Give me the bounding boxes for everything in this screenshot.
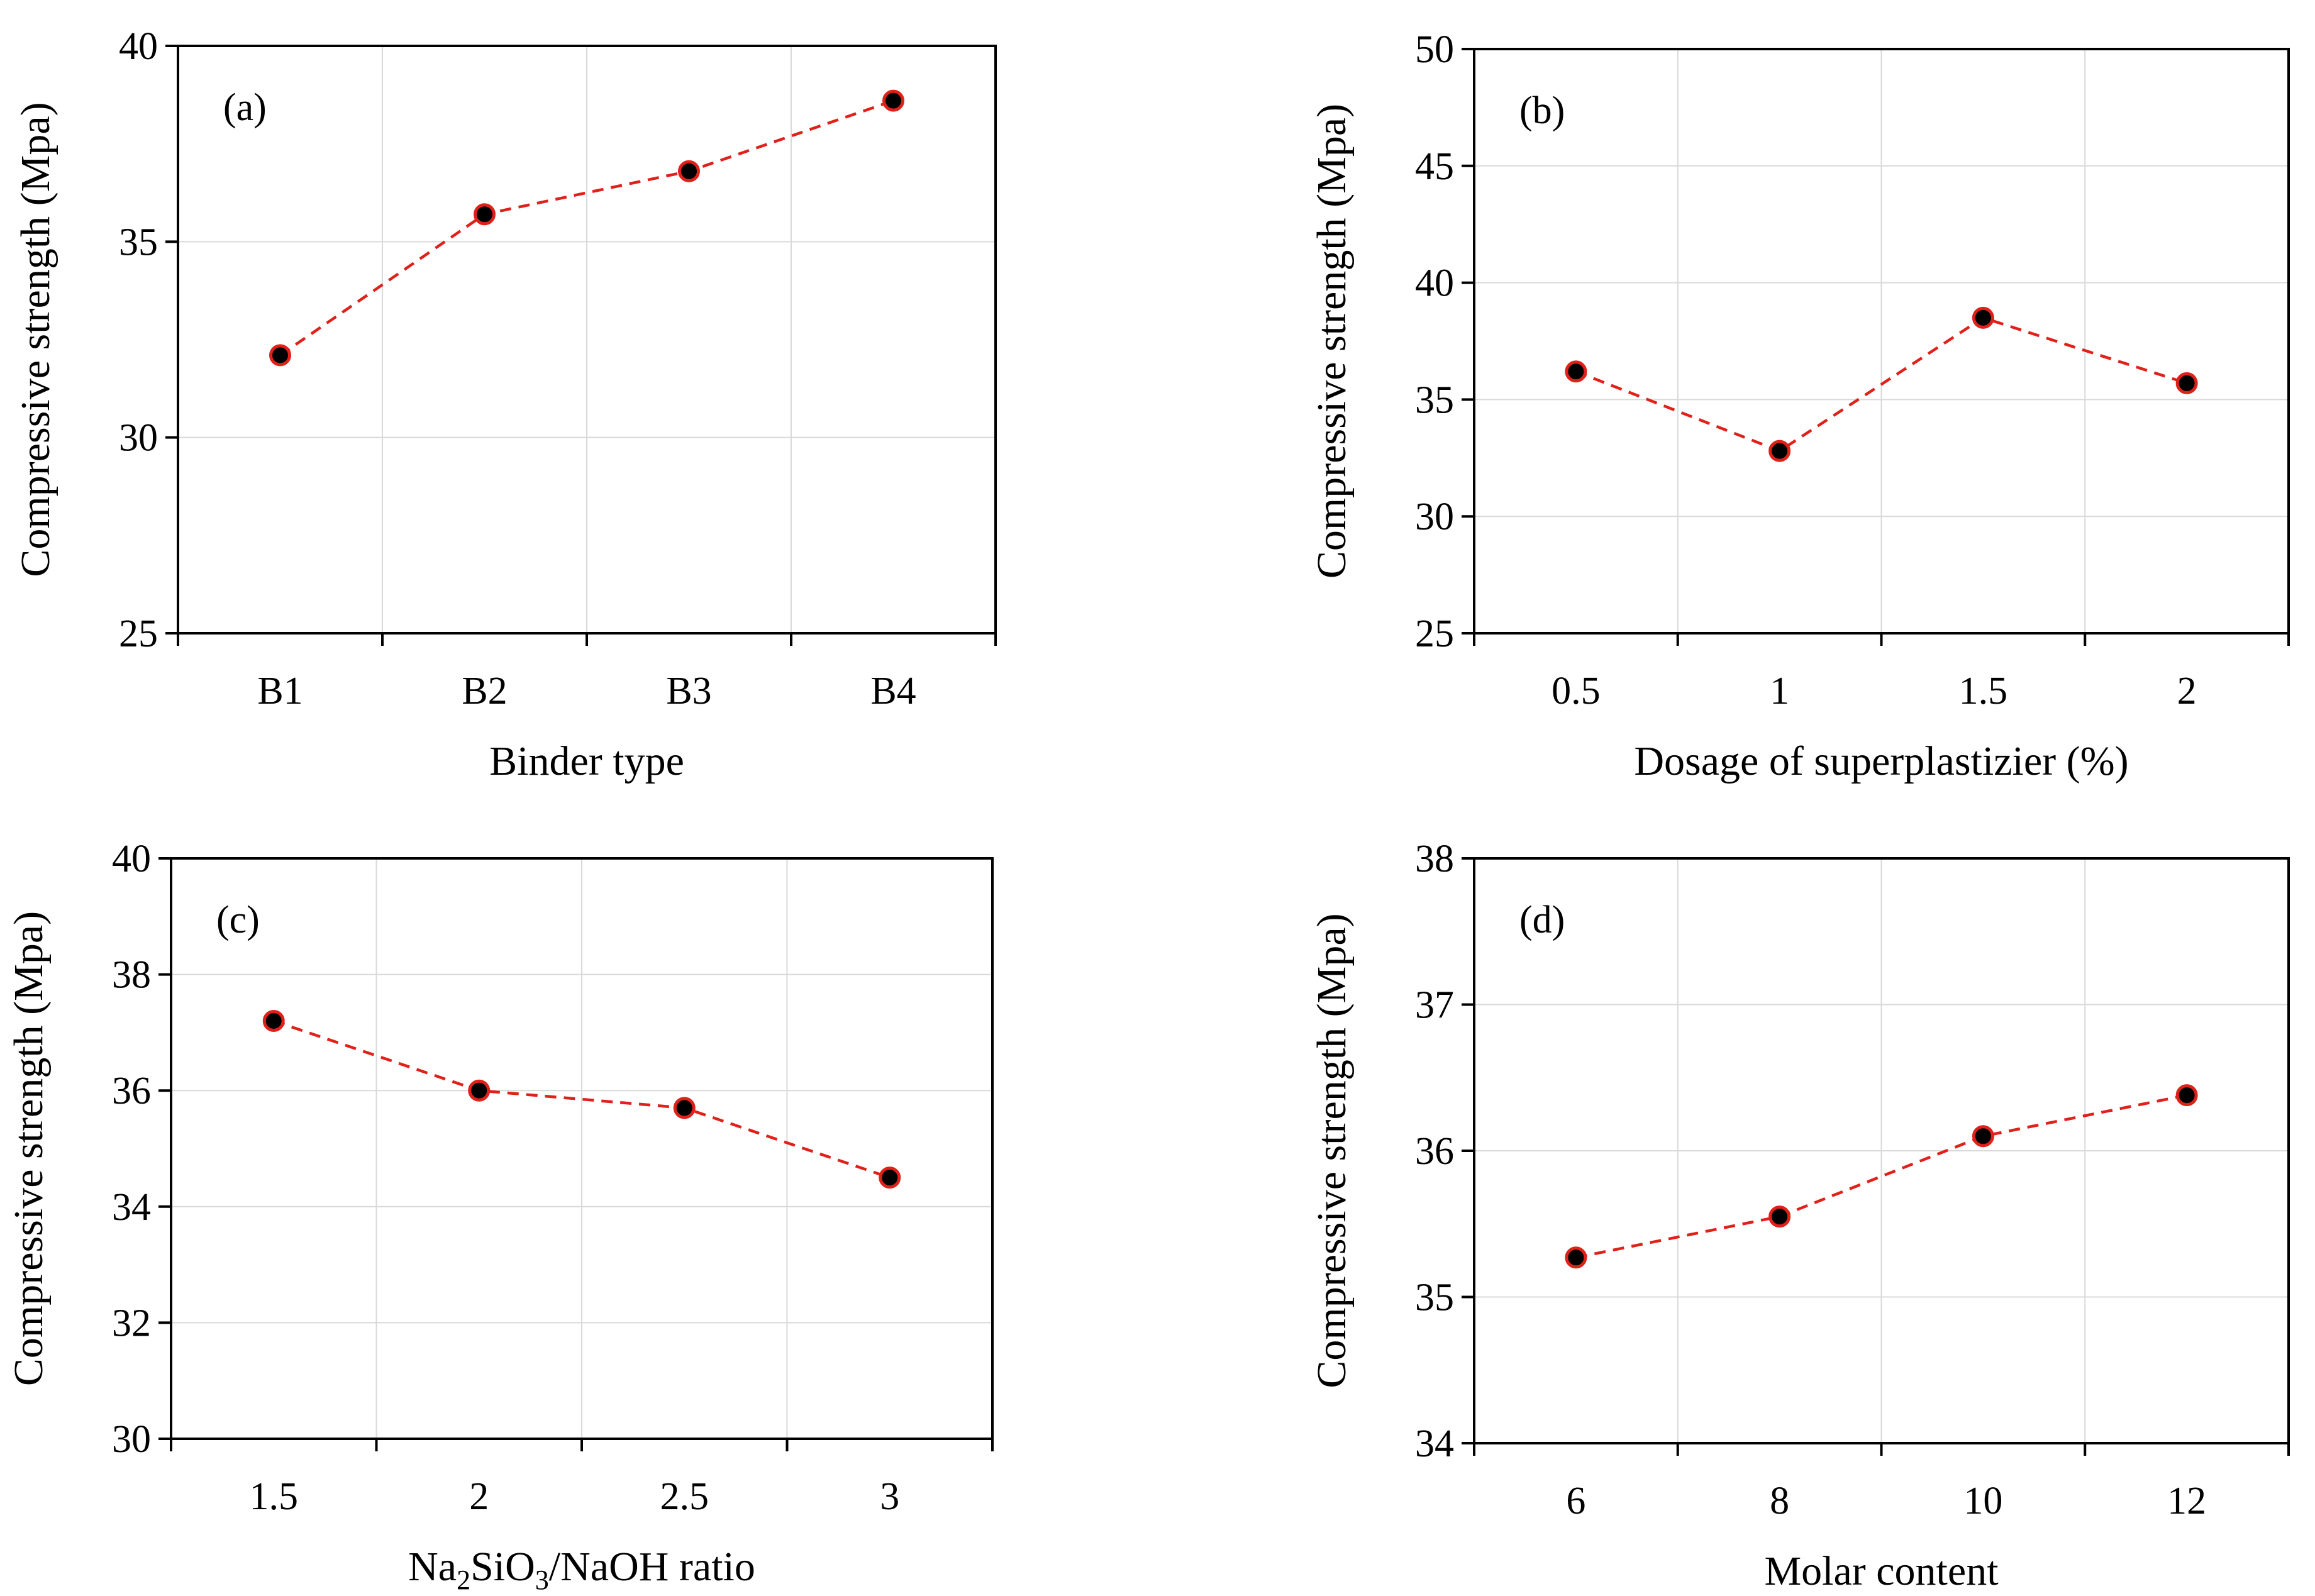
y-tick-label: 37 — [1415, 984, 1454, 1027]
data-point — [1972, 1125, 1994, 1148]
x-axis-title-subscript: 2 — [457, 1565, 470, 1595]
y-tick-label: 30 — [119, 417, 158, 460]
y-tick-label: 36 — [112, 1070, 151, 1112]
y-tick-label: 30 — [1415, 496, 1454, 538]
x-axis-title: Dosage of superplastizier (%) — [1634, 738, 2128, 784]
x-axis-title: Binder type — [489, 738, 684, 784]
series-line — [273, 1019, 891, 1179]
series-line — [279, 99, 894, 357]
x-tick-label: 2.5 — [660, 1475, 709, 1518]
y-axis-title: Compressive strength (Mpa) — [13, 102, 58, 577]
y-tick-label: 38 — [1415, 838, 1454, 880]
y-axis-title: Compressive strength (Mpa) — [6, 911, 52, 1386]
x-axis-title-subscript: 3 — [535, 1565, 549, 1595]
x-tick-label: 8 — [1770, 1480, 1789, 1522]
data-point — [1768, 440, 1791, 462]
x-tick-label: 1.5 — [250, 1475, 299, 1518]
y-tick-label: 34 — [112, 1186, 151, 1229]
x-axis-title-part: Na — [408, 1544, 457, 1590]
x-tick-label: 12 — [2167, 1480, 2206, 1522]
y-tick-label: 40 — [1415, 262, 1454, 305]
x-tick-label: 2 — [2177, 670, 2197, 712]
data-point — [1972, 306, 1994, 329]
x-axis-title-part: /NaOH ratio — [549, 1544, 755, 1590]
panel-label: (d) — [1519, 899, 1565, 941]
y-tick-label: 34 — [1415, 1422, 1454, 1465]
data-point — [673, 1097, 696, 1119]
series-line — [1575, 1094, 2187, 1259]
x-tick-label: B3 — [666, 670, 711, 712]
x-tick-label: B1 — [257, 670, 303, 712]
panel-label: (c) — [216, 899, 260, 941]
y-tick-label: 38 — [112, 954, 151, 997]
panel-label: (b) — [1519, 89, 1565, 132]
data-point — [269, 344, 291, 367]
data-point — [2175, 372, 2198, 394]
data-point — [2175, 1084, 2198, 1107]
data-point — [882, 89, 904, 112]
y-tick-label: 36 — [1415, 1130, 1454, 1173]
y-tick-label: 30 — [112, 1418, 151, 1461]
y-tick-label: 25 — [119, 612, 158, 655]
y-tick-label: 45 — [1415, 145, 1454, 188]
data-point — [468, 1079, 491, 1102]
x-tick-label: B4 — [870, 670, 916, 712]
data-point — [678, 160, 700, 182]
data-point — [262, 1009, 285, 1032]
x-tick-label: 1 — [1770, 670, 1789, 712]
y-tick-label: 40 — [112, 838, 151, 880]
y-tick-label: 35 — [1415, 1277, 1454, 1319]
x-tick-label: 2 — [469, 1475, 489, 1518]
y-tick-label: 35 — [1415, 379, 1454, 421]
data-point — [1768, 1205, 1791, 1228]
x-tick-label: 3 — [880, 1475, 899, 1518]
data-point — [474, 203, 496, 226]
x-tick-label: 0.5 — [1552, 670, 1601, 712]
y-tick-label: 40 — [119, 25, 158, 68]
data-point — [1565, 1246, 1587, 1269]
x-tick-label: B2 — [462, 670, 507, 712]
x-axis-title: Na2SiO3/NaOH ratio — [408, 1544, 755, 1595]
panel-b: 0.5 1 1.5 2 25 30 35 40 45 50 Dosage of superplast… — [1309, 28, 2290, 784]
series-line — [1575, 316, 2187, 453]
y-tick-label: 25 — [1415, 612, 1454, 655]
data-point — [879, 1167, 901, 1189]
x-tick-label: 6 — [1566, 1480, 1585, 1522]
y-tick-label: 50 — [1415, 28, 1454, 71]
data-point — [1565, 360, 1587, 383]
panel-a: B1 B2 B3 B4 25 30 35 40 Binder type Compressive s… — [13, 25, 997, 784]
x-axis-title: Molar content — [1764, 1548, 1998, 1594]
y-tick-label: 35 — [119, 221, 158, 263]
x-tick-label: 10 — [1963, 1480, 2002, 1522]
x-tick-label: 1.5 — [1959, 670, 2008, 712]
y-axis-title: Compressive strength (Mpa) — [1309, 104, 1355, 579]
y-axis-title: Compressive strength (Mpa) — [1309, 913, 1355, 1388]
panel-d: 6 8 10 12 34 35 36 37 38 Molar content Compressive… — [1309, 838, 2290, 1594]
panel-label: (a) — [223, 86, 267, 129]
x-axis-title-part: SiO — [470, 1544, 535, 1590]
y-tick-label: 32 — [112, 1302, 151, 1344]
